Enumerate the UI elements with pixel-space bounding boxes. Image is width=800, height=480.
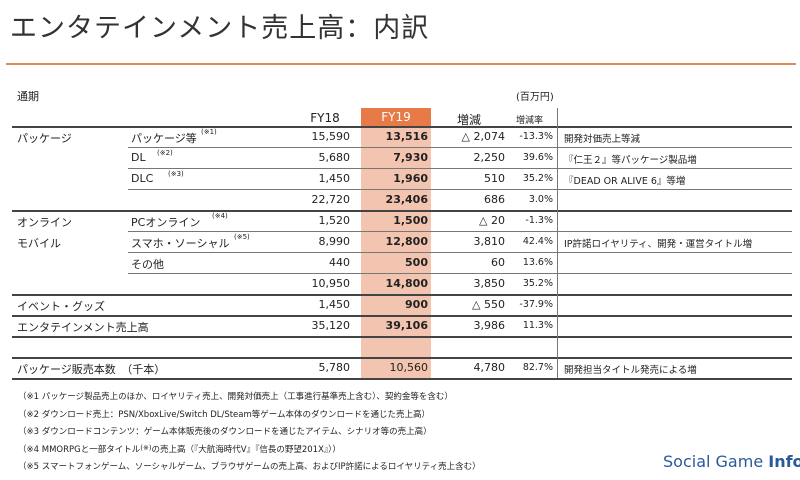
row-subcategory: パッケージ等 xyxy=(131,132,197,145)
row-rule xyxy=(12,294,792,296)
footnotes: （※1 パッケージ製品売上のほか、ロイヤリティ売上、開発対価売上（工事進行基準売… xyxy=(18,389,481,477)
cell-fy18: 5,680 xyxy=(318,151,351,164)
footnote-ref: (※4) xyxy=(212,212,228,220)
cell-fy18: 1,450 xyxy=(318,172,351,185)
cell-rate: -37.9% xyxy=(519,299,553,310)
row-subcategory: その他 xyxy=(131,258,164,271)
cell-change: 3,850 xyxy=(473,277,506,290)
cell-rate: 35.2% xyxy=(522,173,553,184)
period-label: 通期 xyxy=(17,90,39,103)
cell-rate: 35.2% xyxy=(522,278,553,289)
cell-change: 3,810 xyxy=(473,235,506,248)
cell-rate: 3.0% xyxy=(528,194,553,205)
row-category: エンタテインメント売上高 xyxy=(17,321,149,334)
cell-fy18: 15,590 xyxy=(311,130,351,143)
footnote-1: （※1 パッケージ製品売上のほか、ロイヤリティ売上、開発対価売上（工事進行基準売… xyxy=(18,392,453,402)
cell-fy19: 900 xyxy=(405,298,428,311)
row-rule xyxy=(128,189,792,190)
note-column-separator xyxy=(557,126,558,378)
footnote-2: （※2 ダウンロード売上：PSN/XboxLive/Switch DL/Stea… xyxy=(18,409,431,420)
cell-change: 2,250 xyxy=(473,151,506,164)
row-category: オンライン xyxy=(17,216,72,229)
row-rule xyxy=(128,147,792,148)
row-rule xyxy=(128,231,792,232)
cell-change: 3,986 xyxy=(473,319,506,332)
cell-change: 510 xyxy=(484,172,505,185)
cell-fy19: 10,560 xyxy=(389,361,429,374)
cell-fy18: 10,950 xyxy=(311,277,351,290)
cell-note: 開発担当タイトル発売による増 xyxy=(564,365,697,376)
cell-fy19: 1,960 xyxy=(393,172,428,185)
cell-change: △ 2,074 xyxy=(461,130,505,143)
row-rule xyxy=(12,336,792,338)
header-rate: 増減率 xyxy=(516,116,544,126)
cell-fy18: 35,120 xyxy=(311,319,351,332)
cell-fy19: 1,500 xyxy=(393,214,428,227)
footnote-ref: (※5) xyxy=(234,233,250,241)
cell-note: 開発対価売上等減 xyxy=(564,134,641,145)
cell-fy18: 440 xyxy=(329,256,350,269)
cell-note: IP許諾ロイヤリティ、開発・運営タイトル増 xyxy=(564,239,753,250)
cell-rate: 82.7% xyxy=(522,362,553,373)
cell-rate: 39.6% xyxy=(522,152,553,163)
cell-change: 686 xyxy=(484,193,505,206)
row-category: イベント・グッズ xyxy=(17,300,105,313)
cell-fy18: 5,780 xyxy=(318,361,351,374)
cell-fy19: 23,406 xyxy=(385,193,428,206)
cell-change: △ 550 xyxy=(472,298,505,311)
cell-fy19: 7,930 xyxy=(393,151,428,164)
footnote-ref: (※2) xyxy=(157,149,173,157)
cell-change: 4,780 xyxy=(473,361,506,374)
unit-label: (百万円) xyxy=(516,92,554,103)
cell-fy18: 8,990 xyxy=(318,235,351,248)
cell-rate: -13.3% xyxy=(519,131,553,142)
cell-fy18: 1,450 xyxy=(318,298,351,311)
row-rule xyxy=(12,357,792,359)
cell-rate: 13.6% xyxy=(522,257,553,268)
cell-note: 『仁王２』等パッケージ製品増 xyxy=(564,155,697,166)
footnote-ref: (※3) xyxy=(168,170,184,178)
row-rule xyxy=(128,273,792,274)
cell-fy19: 14,800 xyxy=(385,277,428,290)
footnote-ref: (※1) xyxy=(201,128,217,136)
cell-change: 60 xyxy=(491,256,505,269)
row-rule xyxy=(12,210,792,212)
header-fy18: FY18 xyxy=(310,111,340,125)
row-rule xyxy=(12,126,792,128)
footnote-5: （※5 スマートフォンゲーム、ソーシャルゲーム、ブラウザゲームの売上高、およびI… xyxy=(18,462,481,472)
cell-fy18: 22,720 xyxy=(311,193,351,206)
footnote-3: （※3 ダウンロードコンテンツ：ゲーム本体販売後のダウンロードを通じたアイテム、… xyxy=(18,427,432,437)
cell-rate: 42.4% xyxy=(522,236,553,247)
cell-fy19: 500 xyxy=(405,256,428,269)
cell-fy19: 39,106 xyxy=(385,319,428,332)
row-category: パッケージ販売本数 （千本） xyxy=(17,363,166,376)
footnote-4: （※4 MMORPGと一部タイトル(※)の売上高（『大航海時代Ⅴ』『信長の野望2… xyxy=(18,443,341,455)
row-category: パッケージ xyxy=(17,132,72,145)
row-rule xyxy=(12,378,792,380)
social-game-info-logo: Social Game Info xyxy=(663,452,800,471)
fy19-highlight-column xyxy=(361,108,431,379)
cell-rate: -1.3% xyxy=(525,215,553,226)
row-rule xyxy=(128,252,792,253)
title-divider xyxy=(6,63,796,65)
cell-fy19: 12,800 xyxy=(385,235,428,248)
row-subcategory: DL xyxy=(131,151,146,164)
row-subcategory: スマホ・ソーシャル xyxy=(131,237,230,250)
row-subcategory: PCオンライン xyxy=(131,216,201,229)
row-category: モバイル xyxy=(17,237,61,250)
page-title: エンタテインメント売上高：内訳 xyxy=(10,13,430,44)
header-separator xyxy=(557,108,558,126)
row-rule xyxy=(12,315,792,317)
cell-change: △ 20 xyxy=(479,214,505,227)
header-fy19: FY19 xyxy=(361,108,431,126)
cell-fy19: 13,516 xyxy=(385,130,428,143)
row-rule xyxy=(128,168,792,169)
cell-fy18: 1,520 xyxy=(318,214,351,227)
cell-rate: 11.3% xyxy=(522,320,553,331)
row-subcategory: DLC xyxy=(131,172,154,185)
cell-note: 『DEAD OR ALIVE 6』等増 xyxy=(564,176,686,187)
header-change: 増減 xyxy=(457,113,482,127)
